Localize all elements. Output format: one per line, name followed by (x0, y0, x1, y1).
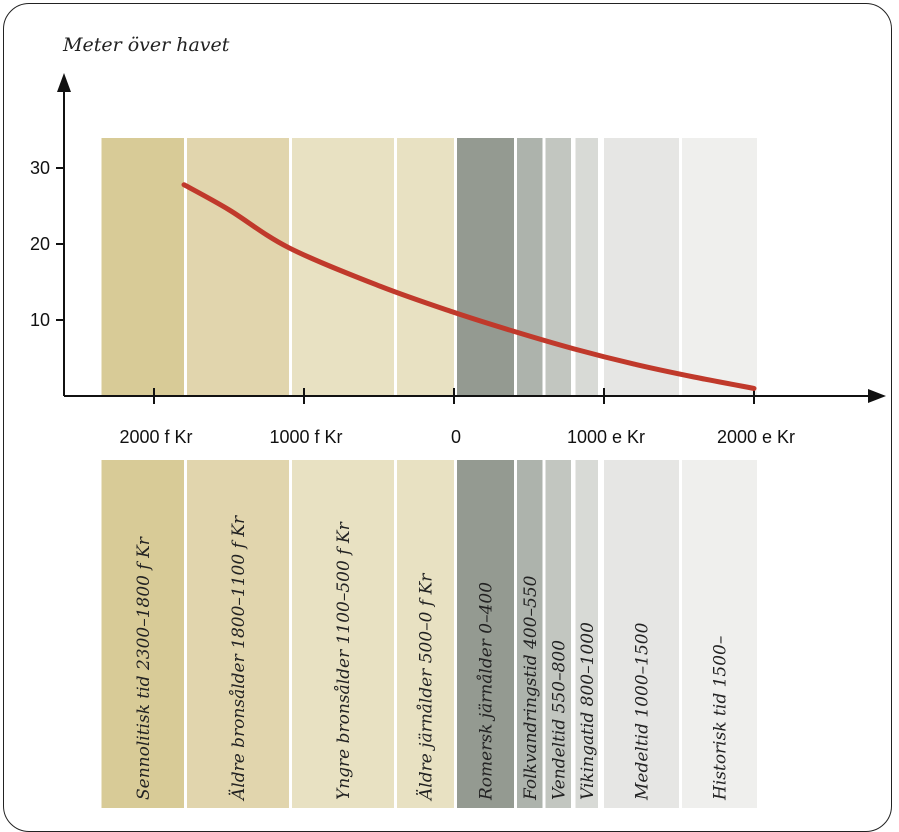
period-bands-bottom: Sennolitisk tid 2300–1800 f Kr Äldre bron… (101, 460, 757, 808)
x-tick-label: 1000 e Kr (567, 427, 645, 447)
period-band (292, 460, 394, 808)
y-tick-label: 20 (30, 234, 50, 254)
y-axis-title: Meter över havet (62, 34, 230, 56)
period-band-top (517, 138, 543, 396)
y-tick-label: 10 (30, 310, 50, 330)
period-label: Folkvandringstid 400–550 (521, 575, 541, 801)
period-label: Äldre bronsålder 1800–1100 f Kr (228, 515, 249, 802)
period-label: Romersk järnålder 0–400 (477, 582, 497, 801)
period-label: Sennolitisk tid 2300–1800 f Kr (134, 536, 154, 800)
x-tick-label: 0 (451, 427, 461, 447)
period-band (682, 460, 757, 808)
period-band (397, 460, 454, 808)
x-tick-label: 1000 f Kr (269, 427, 342, 447)
y-axis-arrow (57, 73, 71, 92)
x-ticks: 2000 f Kr 1000 f Kr 0 1000 e Kr 2000 e Kr (119, 388, 795, 447)
period-band-top (397, 138, 454, 396)
period-band-top (545, 138, 571, 396)
y-ticks: 10 20 30 (30, 158, 64, 330)
period-band (575, 460, 598, 808)
period-label: Äldre järnålder 500–0 f Kr (416, 573, 437, 802)
period-band-top (292, 138, 394, 396)
x-tick-label: 2000 e Kr (717, 427, 795, 447)
period-label: Vendeltid 550–800 (549, 640, 569, 800)
sea-level-curve (181, 182, 757, 391)
y-tick-label: 30 (30, 158, 50, 178)
x-axis-arrow (868, 389, 886, 403)
period-band-top (101, 138, 184, 396)
period-band (457, 460, 514, 808)
period-label: Historisk tid 1500– (711, 636, 731, 801)
period-band (187, 460, 289, 808)
period-band (517, 460, 543, 808)
period-band (101, 460, 184, 808)
period-band-top (457, 138, 514, 396)
period-label: Medeltid 1000–1500 (633, 622, 653, 801)
period-band-top (604, 138, 679, 396)
period-label: Yngre bronsålder 1100–500 f Kr (334, 521, 354, 800)
x-tick-label: 2000 f Kr (119, 427, 192, 447)
period-band (545, 460, 571, 808)
period-band-top (187, 138, 289, 396)
period-band-top (682, 138, 757, 396)
period-band (604, 460, 679, 808)
period-bands-top (101, 138, 757, 396)
period-label: Vikingatid 800–1000 (578, 622, 598, 800)
period-band-top (575, 138, 598, 396)
